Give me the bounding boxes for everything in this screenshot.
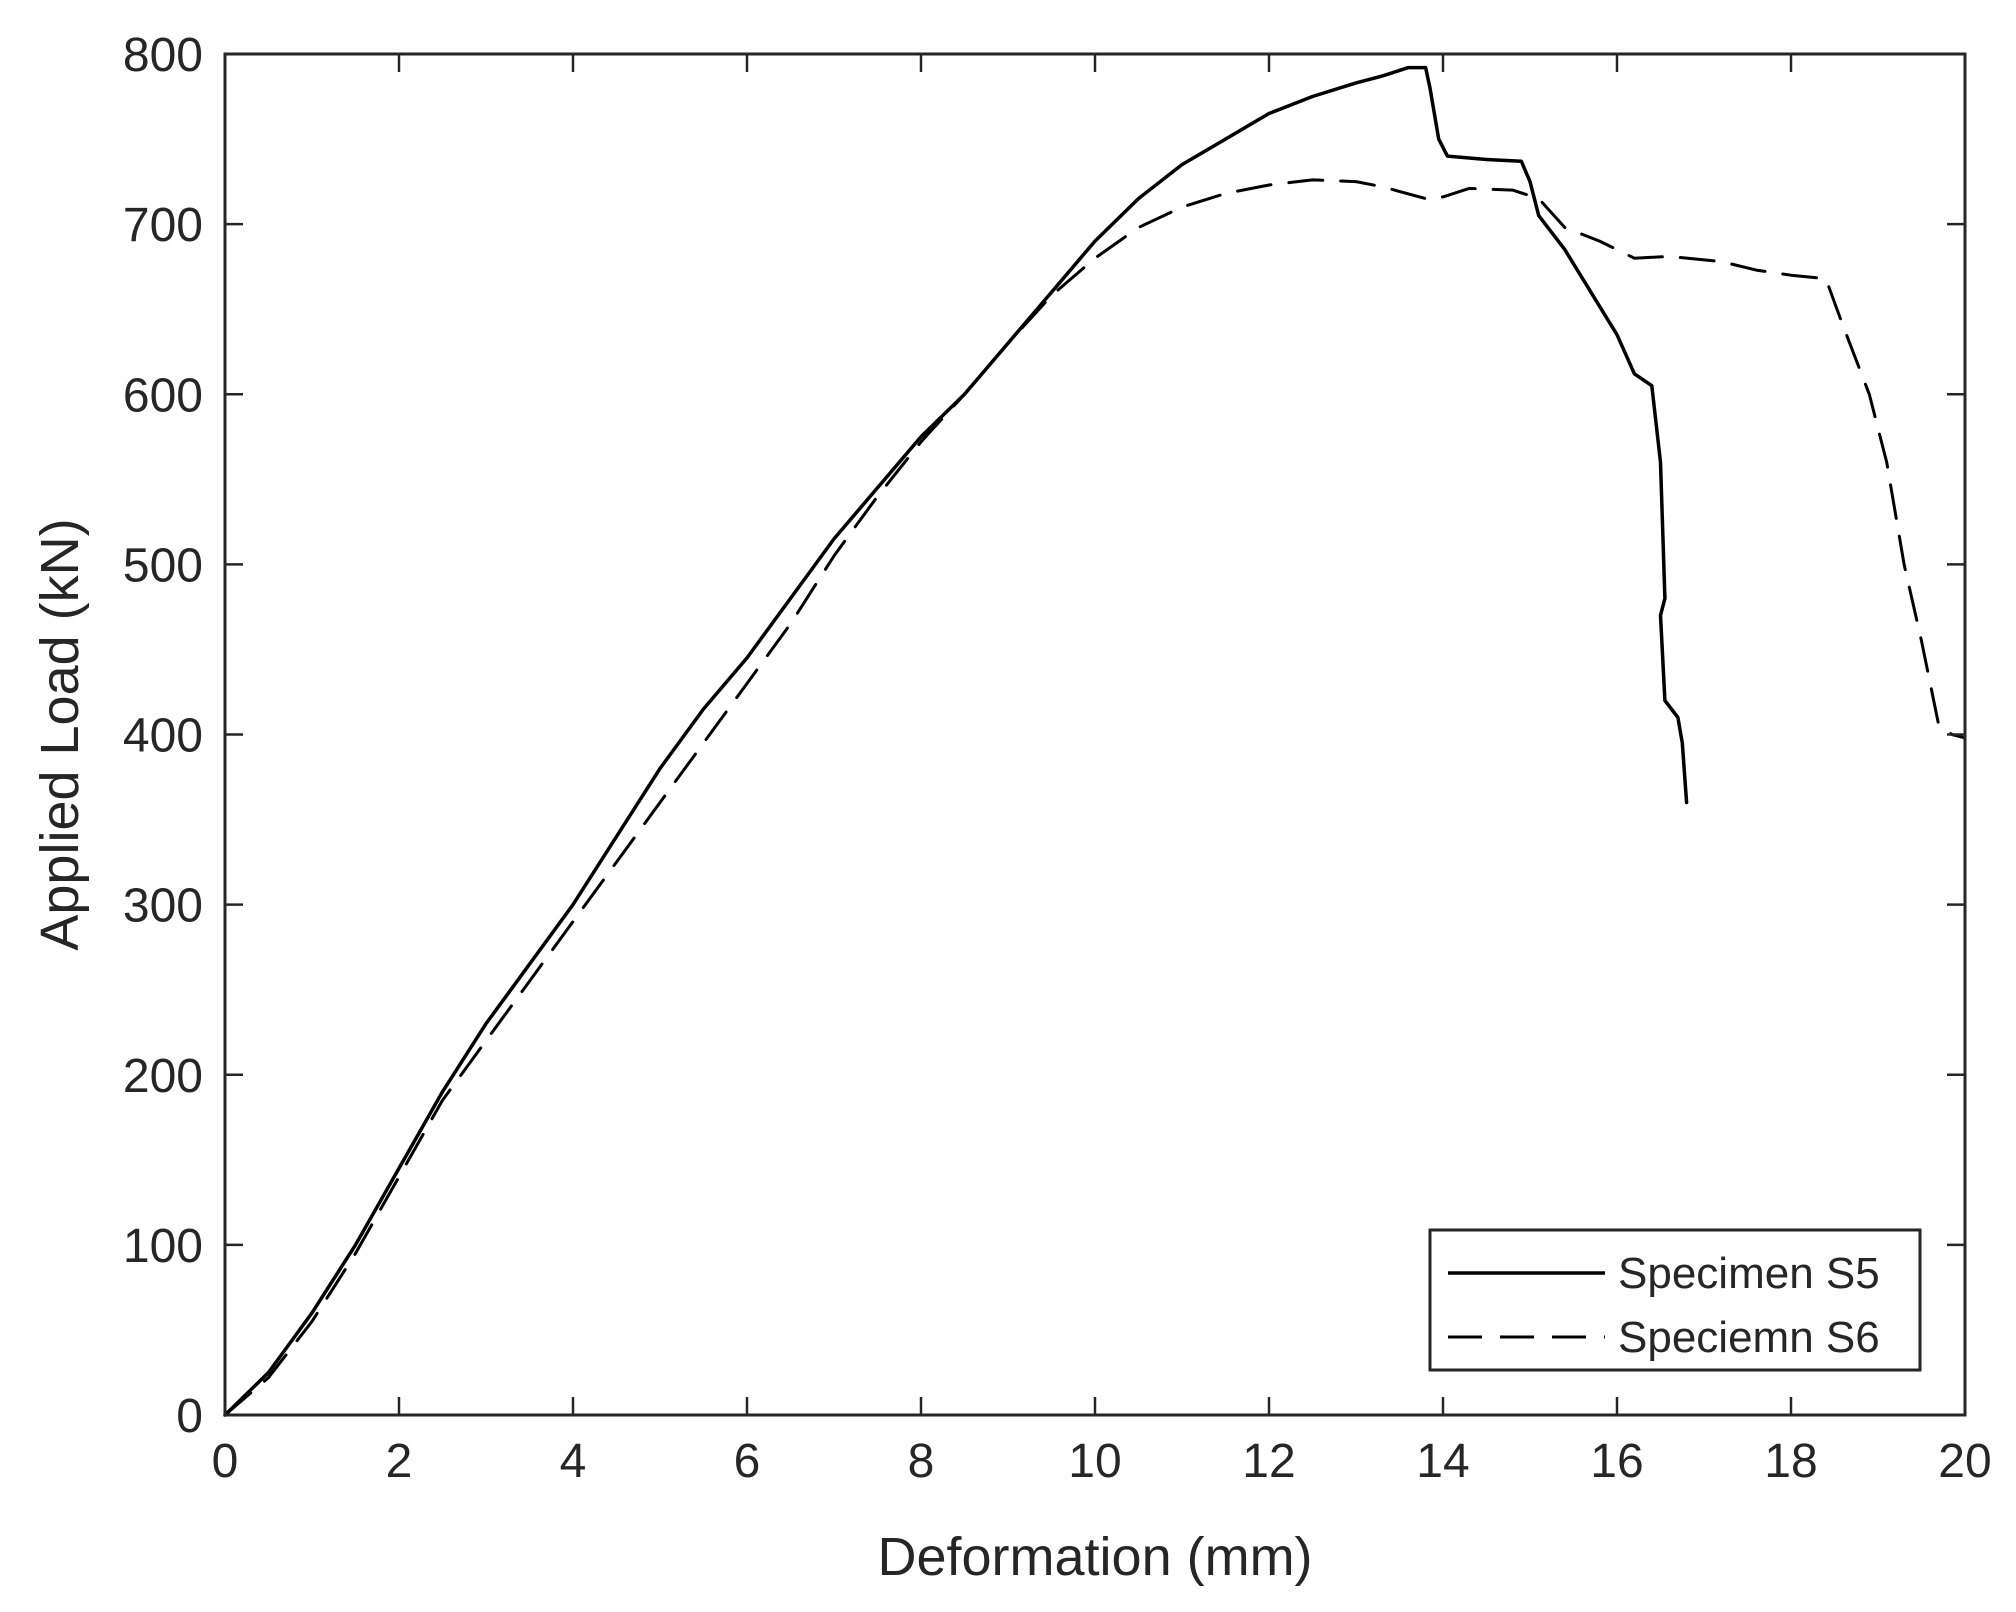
ticks-layer: 0 2 4 6 8 10 12 14 16 18 2001002003004005006007008… xyxy=(123,29,1992,1488)
y-tick-label: 100 xyxy=(123,1220,203,1273)
series-line-speciemn-s6 xyxy=(223,178,1967,1417)
y-tick-label: 200 xyxy=(123,1050,203,1103)
y-axis-label: Applied Load (kN) xyxy=(30,518,90,950)
x-tick-label: 18 xyxy=(1764,1435,1817,1488)
y-tick-label: 500 xyxy=(123,539,203,592)
y-tick-label: 600 xyxy=(123,369,203,422)
legend-label-specimen-s5: Specimen S5 xyxy=(1618,1249,1880,1298)
y-tick-label: 800 xyxy=(123,29,203,82)
x-tick-label: 10 xyxy=(1068,1435,1121,1488)
y-tick-label: 400 xyxy=(123,710,203,763)
legend: Specimen S5 Speciemn S6 xyxy=(1428,1228,1922,1372)
x-tick-label: 4 xyxy=(560,1435,587,1488)
legend-label-speciemn-s6: Speciemn S6 xyxy=(1618,1313,1880,1362)
series-layer xyxy=(223,65,1967,1417)
x-tick-label: 12 xyxy=(1242,1435,1295,1488)
x-tick-label: 0 xyxy=(212,1435,239,1488)
x-tick-label: 20 xyxy=(1938,1435,1991,1488)
x-tick-label: 14 xyxy=(1416,1435,1469,1488)
x-tick-label: 8 xyxy=(908,1435,935,1488)
series-line-specimen-s5 xyxy=(223,65,1689,1417)
y-tick-label: 700 xyxy=(123,199,203,252)
legend-box xyxy=(1428,1228,1922,1372)
x-tick-label: 6 xyxy=(734,1435,761,1488)
y-tick-label: 300 xyxy=(123,880,203,933)
x-tick-label: 16 xyxy=(1590,1435,1643,1488)
x-axis-label: Deformation (mm) xyxy=(877,1527,1312,1587)
y-tick-label: 0 xyxy=(176,1390,203,1443)
x-tick-label: 2 xyxy=(386,1435,413,1488)
